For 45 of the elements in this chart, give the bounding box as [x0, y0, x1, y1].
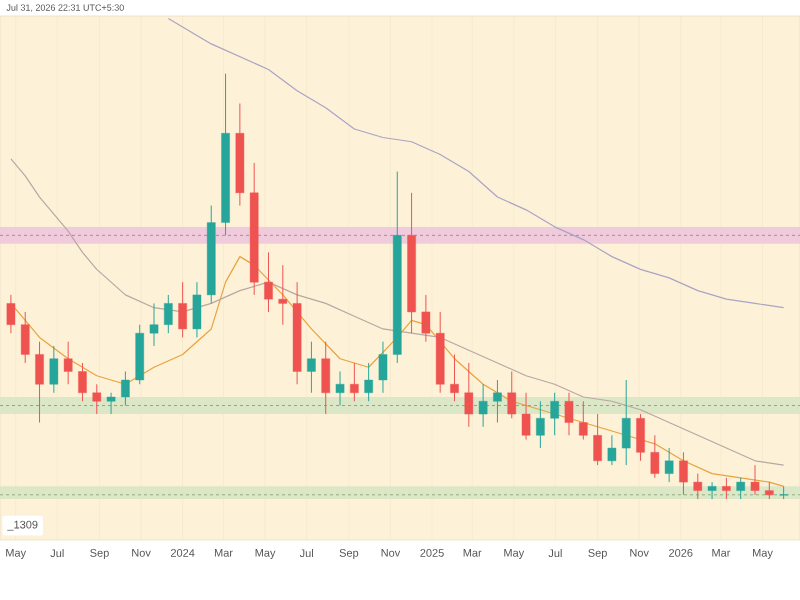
candlestick [450, 353, 459, 402]
candlestick [478, 383, 488, 428]
candlestick [92, 383, 102, 415]
candlestick [636, 413, 645, 462]
candlestick [149, 302, 159, 347]
candlestick [6, 294, 16, 334]
candlestick [20, 311, 30, 364]
candlestick [178, 281, 187, 338]
candlestick [278, 264, 288, 326]
candlestick [664, 447, 674, 483]
candlestick [593, 413, 602, 466]
candlestick [679, 451, 688, 496]
candlestick [192, 281, 202, 338]
candlestick [693, 473, 703, 500]
candlestick [707, 481, 717, 500]
candlestick [736, 477, 745, 500]
candlestick [579, 400, 588, 441]
candlestick [378, 341, 388, 394]
candlestick [521, 392, 531, 441]
candlestick [63, 341, 73, 385]
candlestick [49, 345, 59, 394]
candlestick [507, 370, 517, 419]
candlestick [421, 294, 431, 343]
candlestick [722, 477, 731, 500]
candlestick [750, 464, 760, 496]
candlestick [464, 362, 474, 428]
candlestick [650, 434, 660, 479]
candlestick [307, 341, 316, 394]
candlestick [536, 400, 545, 449]
candlestick [135, 324, 144, 385]
candlestick [364, 362, 373, 402]
candlestick [164, 294, 173, 334]
candlestick [493, 379, 502, 424]
candlestick [350, 362, 359, 402]
candlestick [564, 392, 574, 436]
candlestick [121, 370, 130, 407]
candlestick [106, 392, 116, 415]
candlestick [621, 379, 631, 466]
candlestick [321, 341, 331, 415]
candlestick [335, 370, 345, 407]
candlestick [78, 362, 87, 402]
candlestick [264, 251, 273, 313]
candlestick [607, 434, 617, 466]
candlestick [35, 341, 44, 424]
candlestick [550, 392, 559, 436]
